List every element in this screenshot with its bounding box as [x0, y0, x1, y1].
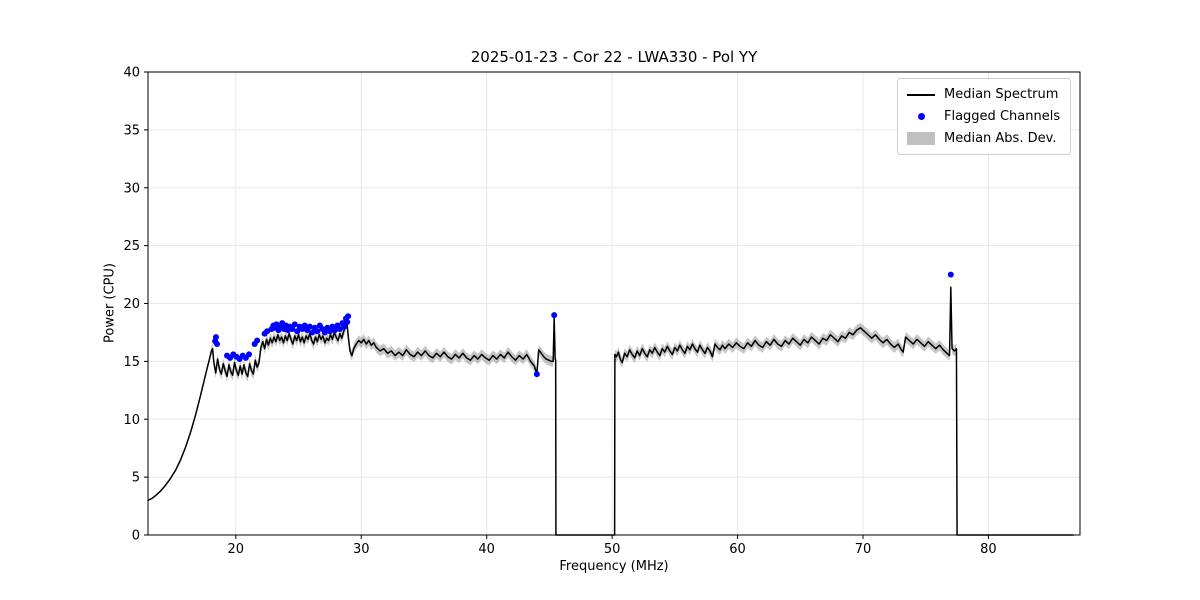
legend-line-swatch: [906, 93, 936, 96]
flagged-channel-point: [291, 321, 298, 328]
flagged-channel-point: [551, 312, 558, 319]
legend-entry-flagged-channels: Flagged Channels: [906, 108, 1060, 125]
legend-label-median-spectrum: Median Spectrum: [944, 87, 1059, 102]
flagged-channel-point: [301, 322, 308, 329]
flagged-channel-point: [264, 328, 271, 335]
flagged-channel-point: [213, 341, 220, 348]
x-tick-label: 50: [604, 542, 621, 557]
x-tick-label: 40: [478, 542, 495, 557]
mad-band: [211, 312, 556, 382]
y-tick-label: 15: [123, 355, 140, 370]
legend-label-mad: Median Abs. Dev.: [944, 131, 1057, 146]
flagged-channel-point: [245, 351, 252, 358]
flagged-channel-point: [326, 328, 333, 335]
flagged-channel-point: [344, 319, 351, 326]
x-tick-label: 20: [228, 542, 245, 557]
flagged-channel-point: [254, 337, 261, 344]
legend-dot-swatch: [906, 113, 936, 120]
chart-title: 2025-01-23 - Cor 22 - LWA330 - Pol YY: [470, 48, 758, 66]
y-tick-label: 30: [123, 181, 140, 196]
y-axis-label: Power (CPU): [102, 262, 118, 344]
y-tick-label: 25: [123, 239, 140, 254]
flagged-channel-point: [947, 271, 954, 278]
flagged-channel-point: [309, 329, 316, 336]
flagged-channel-point: [314, 328, 321, 335]
x-tick-label: 80: [980, 542, 997, 557]
flagged-channel-point: [345, 313, 352, 320]
y-tick-label: 35: [123, 123, 140, 138]
x-tick-label: 60: [729, 542, 746, 557]
legend-patch-swatch: [906, 132, 936, 145]
flagged-channel-point: [336, 325, 343, 332]
y-tick-label: 20: [123, 297, 140, 312]
x-tick-label: 70: [855, 542, 872, 557]
median-spectrum-line: [147, 286, 1074, 536]
x-tick-label: 30: [353, 542, 370, 557]
flagged-channel-point: [321, 329, 328, 336]
flagged-channel-point: [331, 327, 338, 334]
flagged-channel-point: [289, 325, 296, 332]
mad-band: [614, 282, 957, 368]
flagged-channel-point: [341, 323, 348, 330]
y-tick-label: 40: [123, 66, 140, 81]
y-tick-label: 0: [132, 529, 140, 544]
flagged-channel-point: [306, 323, 313, 330]
flagged-channel-point: [533, 371, 540, 378]
flagged-channel-point: [212, 334, 219, 341]
legend-label-flagged-channels: Flagged Channels: [944, 109, 1061, 124]
legend-entry-median-spectrum: Median Spectrum: [906, 86, 1060, 103]
legend: Median Spectrum Flagged Channels Median …: [897, 78, 1072, 155]
legend-entry-mad: Median Abs. Dev.: [906, 130, 1060, 147]
flagged-channel-point: [294, 328, 301, 335]
y-tick-label: 5: [132, 471, 140, 486]
x-axis-label: Frequency (MHz): [559, 559, 669, 574]
y-tick-label: 10: [123, 413, 140, 428]
